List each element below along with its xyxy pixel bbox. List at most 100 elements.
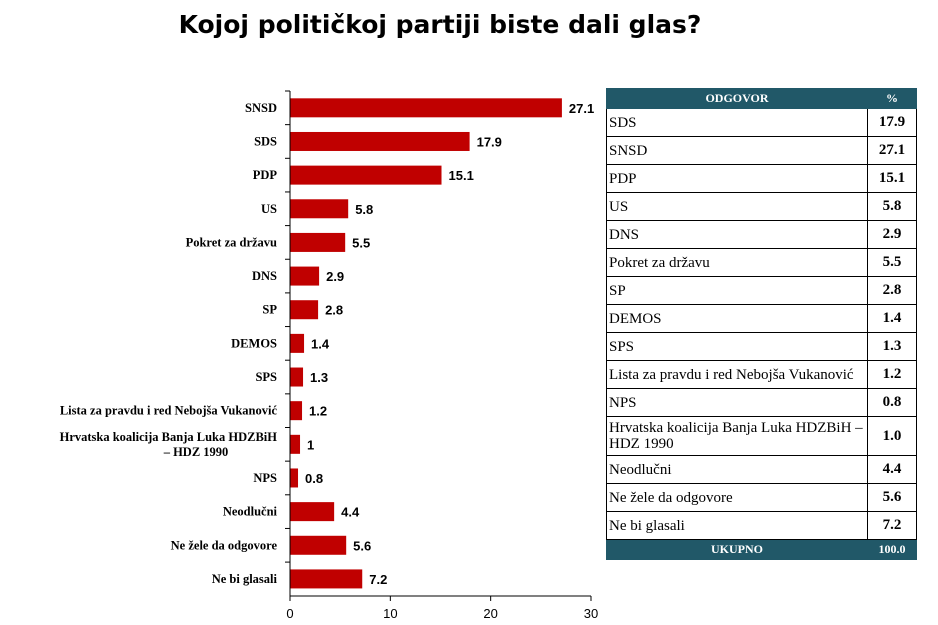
table-row: Ne bi glasali 7.2 [606, 511, 917, 540]
category-label: – HDZ 1990 [163, 445, 229, 459]
data-label: 4.4 [341, 505, 360, 520]
header-percent: % [867, 88, 917, 109]
x-tick-label: 30 [584, 606, 598, 621]
table-cell-percent: 5.8 [867, 192, 917, 221]
bars-layer [290, 98, 562, 589]
table-row: SPS 1.3 [606, 332, 917, 361]
bar [290, 266, 320, 286]
table-cell-percent: 2.9 [867, 220, 917, 249]
table-cell-answer: DNS [606, 220, 868, 249]
bar [290, 502, 335, 522]
table-cell-percent: 27.1 [867, 136, 917, 165]
category-label: DEMOS [231, 336, 277, 350]
data-label: 1.3 [310, 370, 328, 385]
data-label: 2.9 [326, 269, 344, 284]
bar [290, 367, 304, 387]
bar [290, 131, 470, 151]
table-cell-answer: Ne bi glasali [606, 511, 868, 540]
bar [290, 401, 303, 421]
table-cell-percent: 1.2 [867, 360, 917, 389]
table-cell-percent: 17.9 [867, 108, 917, 137]
category-label: DNS [252, 269, 277, 283]
category-label: Hrvatska koalicija Banja Luka HDZBiH [60, 430, 278, 444]
table-row: Lista za pravdu i red Nebojša Vukanović 1… [606, 360, 917, 389]
table-cell-answer: Lista za pravdu i red Nebojša Vukanović [606, 360, 868, 389]
data-label: 27.1 [569, 101, 594, 116]
table-footer-row: UKUPNO 100.0 [606, 539, 917, 560]
table-cell-answer: NPS [606, 388, 868, 417]
category-label: SPS [255, 370, 277, 384]
bar [290, 569, 363, 589]
category-label: Lista za pravdu i red Nebojša Vukanović [60, 404, 278, 418]
table-body: SDS 17.9 SNSD 27.1 PDP 15.1 US 5.8 DNS 2.9 Pokret … [606, 108, 917, 540]
table-row: PDP 15.1 [606, 164, 917, 193]
table-row: NPS 0.8 [606, 388, 917, 417]
bar [290, 98, 562, 118]
table-cell-answer: SP [606, 276, 868, 305]
header-odgovor: ODGOVOR [606, 88, 868, 109]
table-cell-answer: SPS [606, 332, 868, 361]
category-label: US [261, 202, 277, 216]
chart-title: Kojoj političkoj partiji biste dali glas… [178, 10, 702, 39]
data-label: 15.1 [449, 168, 474, 183]
table-cell-percent: 0.8 [867, 388, 917, 417]
table-cell-percent: 1.4 [867, 304, 917, 333]
table-cell-percent: 1.0 [867, 416, 917, 456]
footer-value: 100.0 [867, 539, 917, 560]
table-row: US 5.8 [606, 192, 917, 221]
table-row: SP 2.8 [606, 276, 917, 305]
data-label: 1 [307, 437, 314, 452]
table-row: DEMOS 1.4 [606, 304, 917, 333]
x-axis: 0 10 20 30 [285, 90, 598, 621]
table-row: SNSD 27.1 [606, 136, 917, 165]
bar-chart: 27.1 SNSD 17.9 SDS 15.1 PDP 5.8 US 5.5 Pokret za … [60, 90, 598, 621]
category-label: SP [262, 303, 277, 317]
bar [290, 300, 319, 320]
table-cell-percent: 2.8 [867, 276, 917, 305]
bar [290, 333, 305, 353]
table-row: Neodlučni 4.4 [606, 455, 917, 484]
table-cell-answer: Ne žele da odgovore [606, 483, 868, 512]
footer-label: UKUPNO [606, 539, 868, 560]
labels-layer: 27.1 SNSD 17.9 SDS 15.1 PDP 5.8 US 5.5 Pokret za … [60, 101, 595, 587]
table-cell-answer: Neodlučni [606, 455, 868, 484]
table-row: Hrvatska koalicija Banja Luka HDZBiH – H… [606, 416, 917, 456]
table-cell-answer: Pokret za državu [606, 248, 868, 277]
x-tick-label: 0 [286, 606, 293, 621]
x-tick-label: 10 [383, 606, 397, 621]
table-cell-percent: 5.6 [867, 483, 917, 512]
category-label: SNSD [245, 101, 277, 115]
table-cell-answer: Hrvatska koalicija Banja Luka HDZBiH – H… [606, 416, 868, 456]
table-row: Pokret za državu 5.5 [606, 248, 917, 277]
bar [290, 165, 442, 185]
category-label: Neodlučni [223, 505, 278, 519]
category-label: Ne bi glasali [212, 572, 278, 586]
category-label: NPS [253, 471, 277, 485]
data-label: 5.5 [352, 235, 370, 250]
results-table: ODGOVOR % SDS 17.9 SNSD 27.1 PDP 15.1 US 5.8 DNS… [606, 88, 917, 560]
bar [290, 232, 346, 252]
data-label: 1.4 [311, 336, 330, 351]
table-cell-answer: DEMOS [606, 304, 868, 333]
table-cell-percent: 7.2 [867, 511, 917, 540]
bar [290, 468, 299, 488]
table-cell-percent: 1.3 [867, 332, 917, 361]
category-label: SDS [254, 134, 277, 148]
table-cell-percent: 4.4 [867, 455, 917, 484]
table-cell-percent: 5.5 [867, 248, 917, 277]
bar [290, 535, 347, 555]
data-label: 0.8 [305, 471, 323, 486]
category-label: Ne žele da odgovore [171, 538, 278, 552]
bar [290, 199, 349, 219]
data-label: 1.2 [309, 404, 327, 419]
table-row: DNS 2.9 [606, 220, 917, 249]
data-label: 5.6 [353, 538, 371, 553]
table-row: Ne žele da odgovore 5.6 [606, 483, 917, 512]
table-cell-answer: US [606, 192, 868, 221]
category-label: PDP [253, 168, 278, 182]
x-tick-label: 20 [483, 606, 497, 621]
table-cell-answer: SDS [606, 108, 868, 137]
table-cell-answer: PDP [606, 164, 868, 193]
table-header-row: ODGOVOR % [606, 88, 917, 109]
data-label: 5.8 [355, 202, 373, 217]
